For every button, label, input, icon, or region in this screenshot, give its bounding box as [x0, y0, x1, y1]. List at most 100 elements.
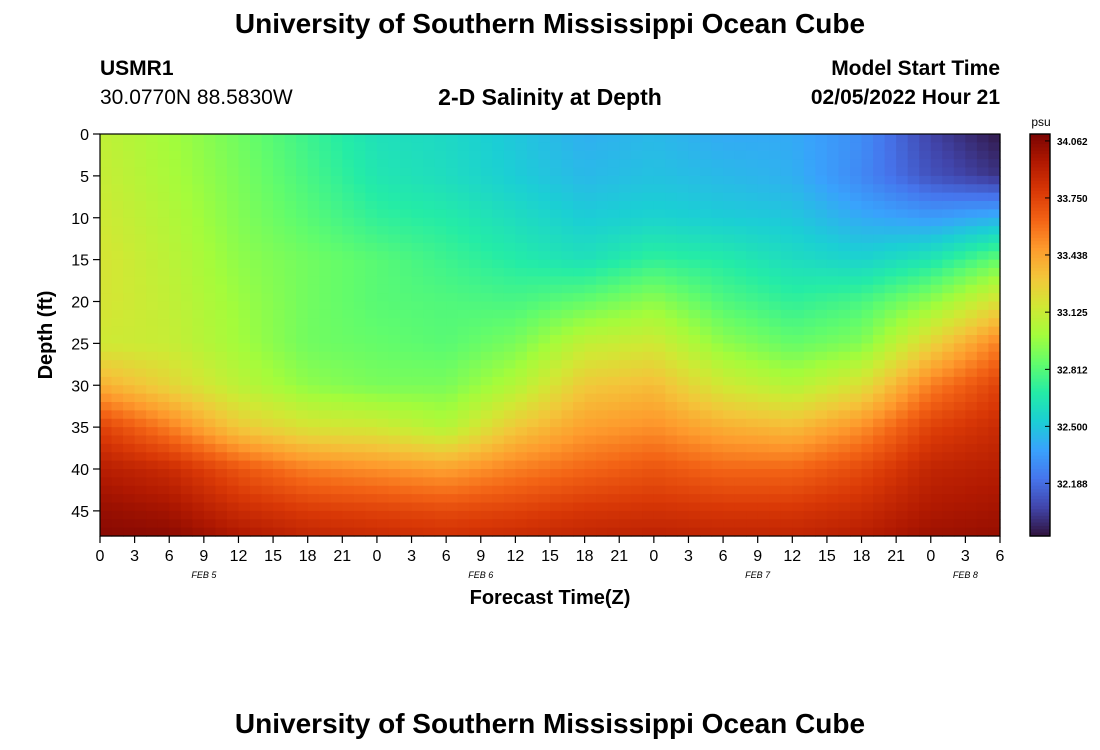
heatmap-cell	[976, 167, 990, 177]
heatmap-cell	[273, 351, 286, 361]
heatmap-cell	[561, 209, 574, 219]
heatmap-cell	[884, 184, 897, 194]
heatmap-cell	[526, 527, 540, 537]
heatmap-cell	[111, 293, 124, 303]
heatmap-cell	[688, 427, 701, 437]
heatmap-cell	[226, 519, 240, 529]
heatmap-cell	[342, 368, 355, 378]
heatmap-cell	[907, 284, 920, 294]
heatmap-cell	[342, 485, 355, 495]
heatmap-cell	[769, 226, 782, 236]
heatmap-cell	[538, 376, 551, 386]
heatmap-cell	[723, 527, 736, 537]
heatmap-cell	[319, 217, 332, 227]
colorbar-segment	[1030, 519, 1050, 524]
heatmap-cell	[146, 192, 159, 202]
heatmap-cell	[296, 393, 309, 403]
heatmap-cell	[123, 150, 136, 160]
heatmap-cell	[307, 368, 320, 378]
heatmap-cell	[769, 368, 782, 378]
heatmap-cell	[261, 343, 274, 353]
heatmap-cell	[884, 192, 897, 202]
heatmap-cell	[238, 443, 251, 453]
heatmap-cell	[515, 192, 528, 202]
heatmap-cell	[930, 385, 943, 395]
heatmap-cell	[803, 402, 816, 411]
colorbar-segment	[1030, 314, 1050, 319]
heatmap-cell	[873, 393, 886, 403]
heatmap-cell	[561, 268, 574, 277]
heatmap-cell	[515, 402, 528, 411]
heatmap-cell	[919, 268, 932, 277]
heatmap-cell	[584, 418, 597, 428]
heatmap-cell	[942, 494, 955, 504]
heatmap-cell	[515, 184, 528, 194]
heatmap-cell	[884, 142, 897, 152]
colorbar-segment	[1030, 328, 1050, 333]
heatmap-cell	[942, 251, 955, 261]
heatmap-cell	[469, 301, 482, 311]
heatmap-cell	[896, 276, 909, 286]
heatmap-cell	[157, 510, 170, 520]
heatmap-cell	[976, 335, 990, 344]
heatmap-cell	[607, 242, 620, 252]
heatmap-cell	[353, 234, 366, 244]
heatmap-cell	[526, 301, 540, 311]
heatmap-cell	[607, 167, 620, 177]
heatmap-cell	[584, 519, 597, 529]
heatmap-cell	[919, 351, 932, 361]
heatmap-cell	[861, 293, 874, 303]
heatmap-cell	[388, 460, 401, 470]
heatmap-cell	[411, 326, 424, 336]
heatmap-cell	[480, 435, 493, 445]
heatmap-cell	[215, 134, 228, 143]
heatmap-cell	[711, 318, 724, 328]
heatmap-cell	[630, 385, 643, 395]
heatmap-cell	[388, 159, 401, 169]
heatmap-cell	[711, 343, 724, 353]
heatmap-cell	[607, 268, 620, 277]
heatmap-cell	[284, 201, 297, 210]
heatmap-cell	[273, 217, 286, 227]
heatmap-cell	[296, 217, 309, 227]
colorbar-segment	[1030, 341, 1050, 346]
heatmap-cell	[376, 494, 390, 504]
x-tick-label: 9	[199, 548, 208, 565]
colorbar-segment	[1030, 435, 1050, 440]
heatmap-cell	[123, 276, 136, 286]
heatmap-cell	[146, 150, 159, 160]
heatmap-cell	[930, 201, 943, 210]
heatmap-cell	[376, 301, 390, 311]
heatmap-cell	[342, 150, 355, 160]
heatmap-cell	[792, 301, 805, 311]
colorbar-segment	[1030, 499, 1050, 504]
heatmap-cell	[319, 385, 332, 395]
heatmap-cell	[284, 393, 297, 403]
heatmap-cell	[630, 175, 643, 185]
colorbar-segment	[1030, 351, 1050, 356]
heatmap-cell	[861, 217, 874, 227]
heatmap-cell	[769, 318, 782, 328]
heatmap-cell	[169, 293, 182, 303]
heatmap-cell	[700, 477, 713, 487]
heatmap-cell	[180, 527, 193, 537]
heatmap-cell	[261, 443, 274, 453]
heatmap-cell	[665, 159, 678, 169]
heatmap-cell	[584, 527, 597, 537]
heatmap-cell	[226, 142, 240, 152]
heatmap-cell	[803, 309, 816, 319]
heatmap-cell	[550, 201, 563, 210]
heatmap-cell	[330, 510, 343, 520]
heatmap-cell	[388, 217, 401, 227]
heatmap-cell	[965, 209, 978, 219]
heatmap-cell	[319, 226, 332, 236]
heatmap-cell	[111, 460, 124, 470]
heatmap-cell	[838, 335, 851, 344]
heatmap-cell	[307, 142, 320, 152]
heatmap-cell	[746, 443, 759, 453]
heatmap-cell	[526, 184, 540, 194]
heatmap-cell	[457, 385, 470, 395]
heatmap-cell	[642, 393, 655, 403]
heatmap-cell	[480, 259, 493, 269]
heatmap-cell	[850, 368, 863, 378]
